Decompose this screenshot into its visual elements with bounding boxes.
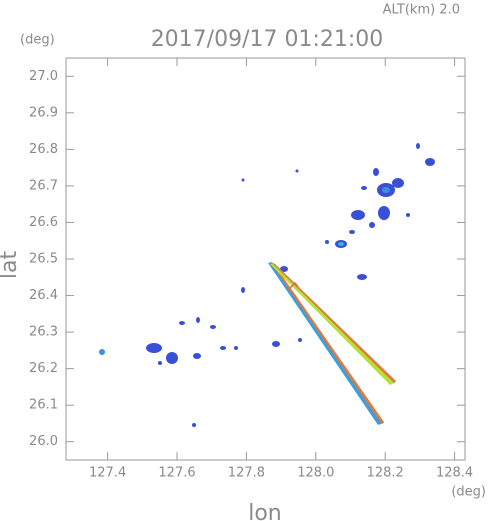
y-tick-label: 26.6	[29, 215, 58, 230]
x-tick-label: 127.4	[89, 466, 126, 481]
y-tick-label: 26.1	[29, 398, 58, 413]
y-tick-label: 26.9	[29, 105, 58, 120]
x-tick-label: 128.2	[367, 466, 404, 481]
altitude-label: ALT(km) 2.0	[383, 3, 460, 18]
y-tick-label: 27.0	[29, 69, 58, 84]
y-tick-label: 26.4	[29, 288, 58, 303]
y-tick-label: 26.2	[29, 361, 58, 376]
x-tick-label: 127.8	[228, 466, 265, 481]
y-axis-label: lat	[0, 251, 22, 280]
x-tick-label: 128.0	[297, 466, 334, 481]
y-tick-label: 26.8	[29, 142, 58, 157]
x-unit: (deg)	[451, 485, 486, 500]
y-tick-label: 26.5	[29, 252, 58, 267]
x-tick-label: 128.4	[436, 466, 473, 481]
echo-field	[99, 143, 435, 427]
y-tick-label: 26.0	[29, 434, 58, 449]
y-tick-label: 26.3	[29, 325, 58, 340]
x-axis-label: lon	[248, 501, 282, 521]
chart-title: 2017/09/17 01:21:00	[151, 27, 384, 52]
y-unit: (deg)	[20, 33, 55, 48]
y-tick-label: 26.7	[29, 178, 58, 193]
plot-frame	[65, 57, 466, 461]
x-tick-label: 127.6	[158, 466, 195, 481]
